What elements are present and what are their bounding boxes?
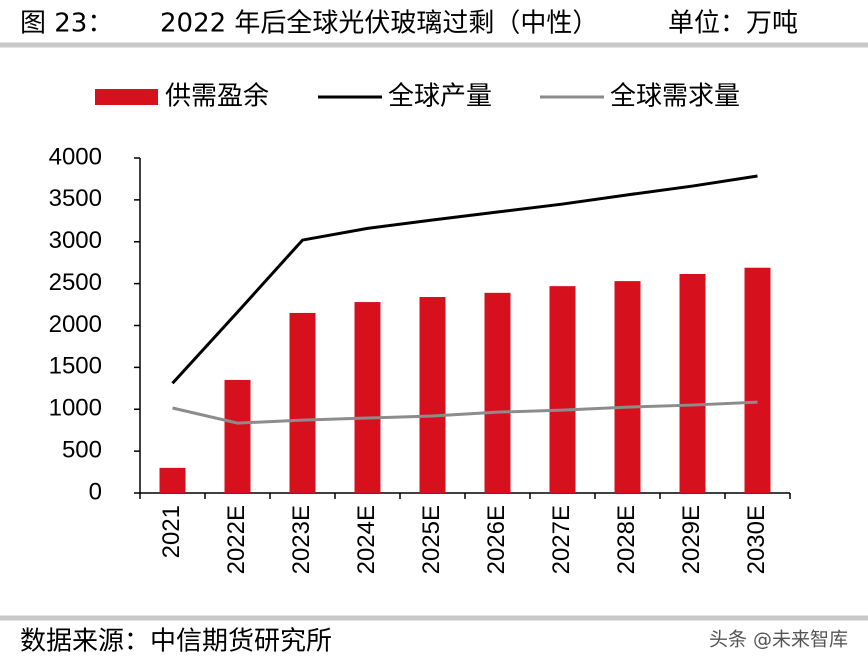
bar — [159, 467, 186, 493]
legend-label: 供需盈余 — [165, 82, 269, 112]
unit-label: 单位：万吨 — [668, 9, 798, 39]
x-tick-label: 2026E — [483, 505, 510, 574]
x-tick-label: 2029E — [678, 505, 705, 574]
legend-label: 全球产量 — [388, 82, 492, 112]
bar — [549, 286, 576, 493]
y-tick-label: 2500 — [49, 269, 102, 296]
legend-label: 全球需求量 — [610, 82, 740, 112]
x-tick-label: 2027E — [548, 505, 575, 574]
line — [172, 400, 758, 425]
x-tick-label: 2021 — [158, 505, 185, 558]
watermark: 头条 @未来智库 — [709, 629, 848, 651]
chart-title: 2022 年后全球光伏玻璃过剩（中性） — [160, 9, 598, 39]
y-tick-label: 1500 — [49, 353, 102, 380]
x-tick-label: 2028E — [613, 505, 640, 574]
x-tick-label: 2022E — [223, 505, 250, 574]
y-tick-label: 1000 — [49, 395, 102, 422]
y-tick-label: 500 — [62, 436, 102, 463]
bar — [354, 302, 381, 493]
figure-label: 图 23： — [20, 9, 113, 39]
bar — [744, 267, 771, 493]
bar — [289, 312, 316, 493]
source: 数据来源：中信期货研究所 — [20, 627, 332, 657]
legend-swatch — [95, 89, 158, 105]
y-tick-label: 4000 — [49, 143, 102, 170]
x-tick-label: 2023E — [288, 505, 315, 574]
bar — [224, 379, 251, 493]
x-tick-label: 2024E — [353, 505, 380, 574]
bar — [419, 297, 446, 493]
bar — [484, 292, 511, 493]
bar — [679, 273, 706, 493]
y-tick-label: 0 — [89, 478, 102, 505]
y-tick-label: 3000 — [49, 227, 102, 254]
x-tick-label: 2030E — [743, 505, 770, 574]
y-tick-label: 2000 — [49, 311, 102, 338]
y-tick-label: 3500 — [49, 185, 102, 212]
bar — [614, 281, 641, 493]
x-tick-label: 2025E — [418, 505, 445, 574]
line — [171, 174, 758, 385]
